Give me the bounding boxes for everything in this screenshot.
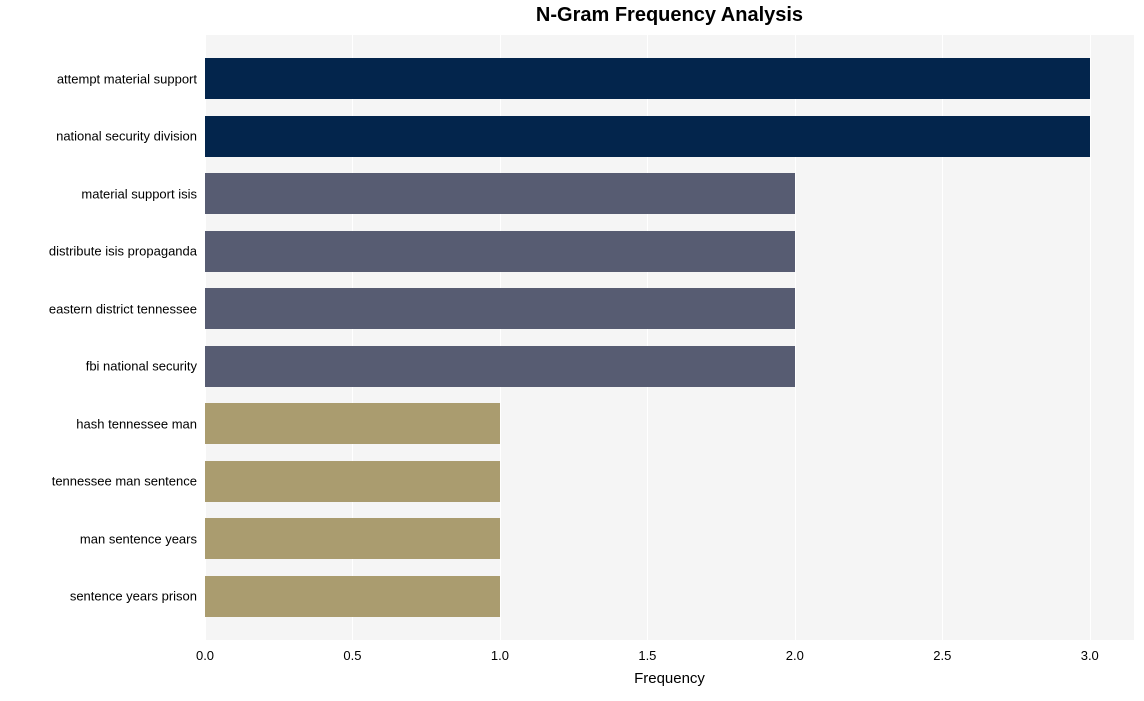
bar xyxy=(205,231,795,272)
xtick-label: 1.5 xyxy=(638,648,656,663)
bar-row: national security division xyxy=(205,116,1134,157)
xtick-label: 0.0 xyxy=(196,648,214,663)
bar xyxy=(205,346,795,387)
xtick-label: 0.5 xyxy=(343,648,361,663)
category-label: material support isis xyxy=(81,186,205,201)
category-label: attempt material support xyxy=(57,71,205,86)
category-label: man sentence years xyxy=(80,531,205,546)
bar xyxy=(205,58,1090,99)
xaxis-title: Frequency xyxy=(205,670,1134,687)
xtick-label: 2.0 xyxy=(786,648,804,663)
bar-row: material support isis xyxy=(205,173,1134,214)
bar-row: hash tennessee man xyxy=(205,403,1134,444)
category-label: distribute isis propaganda xyxy=(49,244,205,259)
category-label: national security division xyxy=(56,129,205,144)
ngram-chart: N-Gram Frequency Analysis attempt materi… xyxy=(0,0,1144,701)
xtick-label: 1.0 xyxy=(491,648,509,663)
xtick-label: 3.0 xyxy=(1081,648,1099,663)
bar xyxy=(205,461,500,502)
category-label: sentence years prison xyxy=(70,589,205,604)
bar-row: man sentence years xyxy=(205,518,1134,559)
bar-row: eastern district tennessee xyxy=(205,288,1134,329)
category-label: hash tennessee man xyxy=(76,416,205,431)
xaxis-tick-labels: 0.00.51.01.52.02.53.0 xyxy=(205,648,1134,668)
bar-row: sentence years prison xyxy=(205,576,1134,617)
bar xyxy=(205,173,795,214)
bar-row: tennessee man sentence xyxy=(205,461,1134,502)
chart-title: N-Gram Frequency Analysis xyxy=(205,4,1134,27)
bar xyxy=(205,403,500,444)
category-label: fbi national security xyxy=(86,359,205,374)
plot-area: attempt material support national securit… xyxy=(205,35,1134,640)
bar xyxy=(205,116,1090,157)
bar xyxy=(205,288,795,329)
bar-row: distribute isis propaganda xyxy=(205,231,1134,272)
category-label: eastern district tennessee xyxy=(49,301,205,316)
category-label: tennessee man sentence xyxy=(52,474,205,489)
bar xyxy=(205,518,500,559)
bar-row: attempt material support xyxy=(205,58,1134,99)
bar xyxy=(205,576,500,617)
bar-row: fbi national security xyxy=(205,346,1134,387)
xtick-label: 2.5 xyxy=(933,648,951,663)
